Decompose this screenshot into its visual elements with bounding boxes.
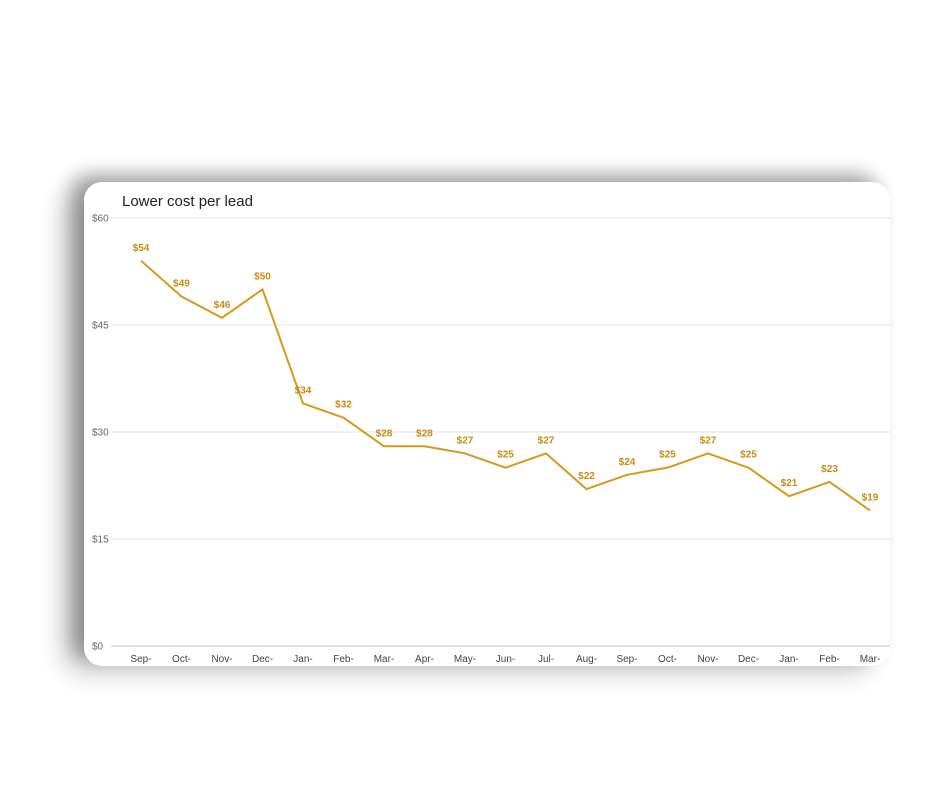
data-label: $25: [659, 450, 676, 461]
data-label: $49: [173, 278, 190, 289]
x-tick-label: Oct-: [658, 654, 677, 665]
y-axis-ticks: $0 $15 $30 $45 $60: [92, 214, 109, 653]
x-tick-label: Mar-: [860, 654, 881, 665]
x-tick-label: Jan-: [293, 654, 312, 665]
x-tick-label: Jan-: [779, 654, 798, 665]
x-tick-label: Aug-: [576, 654, 597, 665]
x-tick-label: Feb-: [333, 654, 354, 665]
x-tick-label: Dec-: [738, 654, 759, 665]
x-tick-label: Nov-: [697, 654, 718, 665]
data-label: $34: [295, 385, 312, 396]
x-tick-label: Mar-: [374, 654, 395, 665]
data-label: $23: [821, 464, 838, 475]
x-tick-label: May-: [454, 654, 476, 665]
x-axis-ticks: Sep- Oct- Nov- Dec- Jan- Feb- Mar- Apr- May- Jun-…: [130, 654, 880, 665]
data-label: $28: [376, 428, 393, 439]
x-tick-label: Jun-: [496, 654, 515, 665]
y-tick-label: $60: [92, 214, 109, 225]
data-label: $28: [416, 428, 433, 439]
data-label: $50: [254, 271, 271, 282]
y-tick-label: $0: [92, 642, 104, 653]
data-label: $27: [700, 435, 717, 446]
data-label: $25: [497, 450, 514, 461]
series-line-group: [140, 260, 871, 512]
data-label: $21: [781, 478, 798, 489]
x-tick-label: Sep-: [130, 654, 151, 665]
x-tick-label: Sep-: [616, 654, 637, 665]
y-tick-label: $45: [92, 321, 109, 332]
x-tick-label: Jul-: [538, 654, 554, 665]
y-tick-label: $30: [92, 428, 109, 439]
series-line: [140, 260, 871, 512]
chart-title: Lower cost per lead: [122, 193, 253, 210]
x-tick-label: Dec-: [252, 654, 273, 665]
data-label: $54: [133, 243, 150, 254]
y-tick-label: $15: [92, 535, 109, 546]
x-tick-label: Apr-: [415, 654, 434, 665]
data-label: $24: [619, 457, 636, 468]
x-tick-label: Oct-: [172, 654, 191, 665]
data-label: $46: [214, 300, 231, 311]
line-chart: $0 $15 $30 $45 $60 Sep- Oct- Nov- Dec- Jan- Feb- M…: [92, 214, 890, 665]
data-label: $32: [335, 400, 352, 411]
grid-lines: [111, 217, 890, 647]
data-label: $22: [578, 471, 595, 482]
data-label: $25: [740, 450, 757, 461]
x-tick-label: Feb-: [819, 654, 840, 665]
data-label: $27: [538, 435, 555, 446]
data-label: $27: [457, 435, 474, 446]
chart-card: Lower cost per lead $0 $15 $30 $45 $60 Sep- O…: [84, 182, 890, 666]
x-tick-label: Nov-: [211, 654, 232, 665]
data-label: $19: [862, 492, 879, 503]
data-labels: $54 $49 $46 $50 $34 $32 $28 $28 $27 $25 $27 $22 $24 $…: [133, 243, 879, 504]
